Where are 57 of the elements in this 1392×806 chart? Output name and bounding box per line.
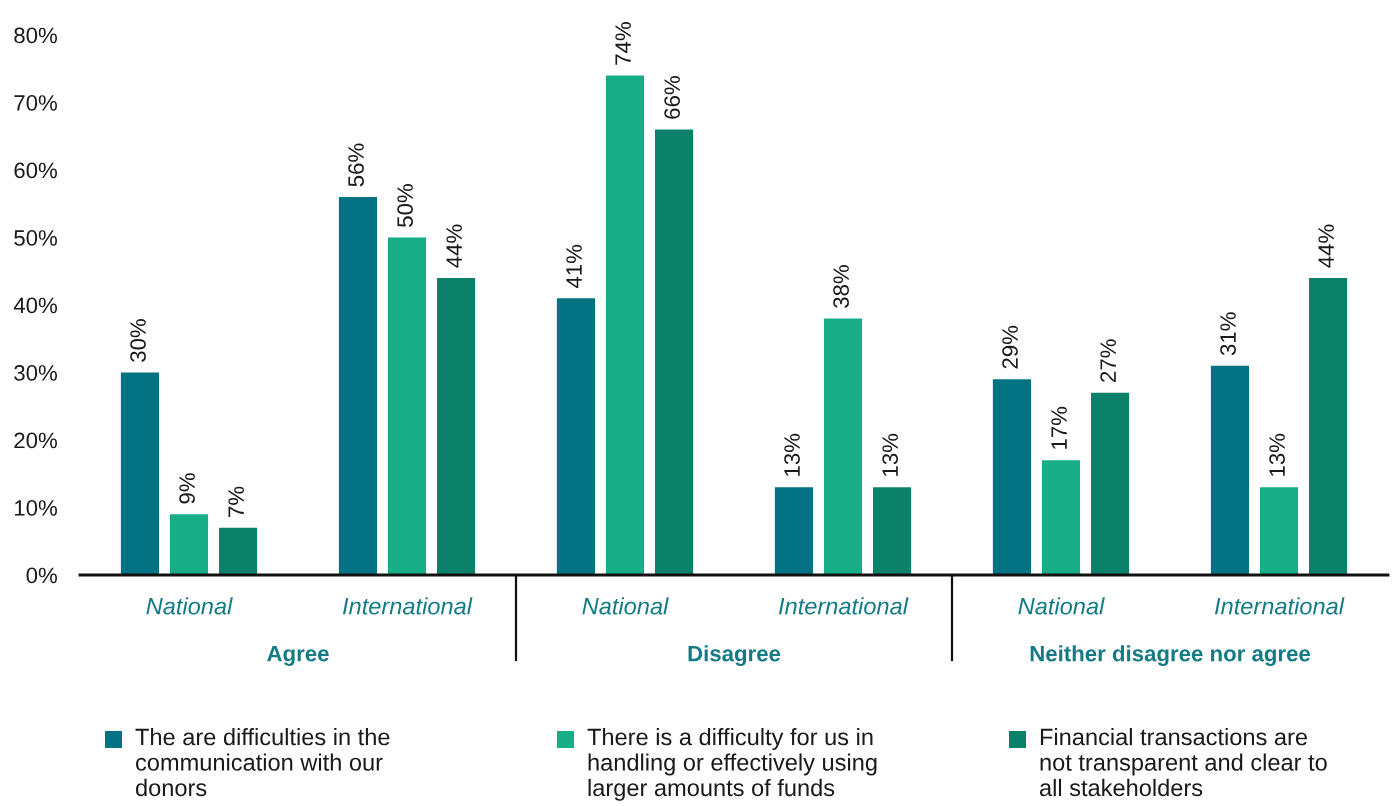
bar: [872, 487, 912, 575]
data-label: 44%: [1318, 224, 1334, 268]
bar: [605, 75, 645, 575]
bar: [1090, 392, 1130, 575]
data-label: 31%: [1220, 312, 1236, 356]
x-tick-label: National: [582, 597, 669, 615]
y-tick-label: 80%: [14, 27, 57, 44]
y-tick-label: 0%: [26, 567, 57, 584]
data-label: 50%: [397, 184, 413, 227]
data-label: 13%: [882, 433, 899, 476]
data-label: 13%: [784, 433, 800, 476]
text: Neither disagree nor agree: [1030, 645, 1311, 666]
bar: [654, 129, 694, 575]
legend-label: The are difficulties in the communication with our donors: [135, 728, 390, 797]
x-tick-label: International: [1214, 597, 1345, 615]
data-label: 17%: [1051, 406, 1067, 449]
bar: [1210, 365, 1250, 575]
bar: [1259, 487, 1299, 575]
data-label: 41%: [566, 244, 582, 289]
bar: [218, 527, 258, 575]
bar: [338, 197, 378, 575]
data-label: 27%: [1100, 339, 1116, 382]
legend-label: Financial transactions are not transparent and clear to all stakeholders: [1040, 728, 1327, 797]
data-label: 74%: [615, 22, 631, 65]
data-label: 9%: [179, 473, 195, 504]
bar: [1308, 278, 1348, 575]
data-label: 44%: [446, 224, 462, 268]
y-tick-label: 60%: [14, 162, 57, 179]
y-tick-label: 70%: [14, 95, 57, 111]
bar: [1041, 460, 1081, 575]
data-label: 7%: [228, 486, 244, 517]
x-tick-label: International: [342, 597, 473, 615]
x-tick-label: National: [1018, 597, 1105, 615]
bar: [120, 372, 160, 575]
text: Disagree: [688, 645, 781, 666]
data-label: 38%: [833, 265, 849, 308]
y-tick-label: 20%: [14, 432, 57, 449]
y-tick-label: 30%: [14, 365, 57, 381]
y-tick-label: 50%: [14, 230, 57, 246]
data-label: 13%: [1269, 433, 1285, 476]
y-tick-label: 10%: [15, 500, 57, 516]
bar: [823, 318, 863, 575]
data-label: 56%: [348, 143, 364, 187]
bar: [387, 237, 427, 575]
bar: [992, 379, 1032, 575]
bar: [169, 514, 209, 575]
y-tick-label: 40%: [13, 297, 57, 314]
data-label: 66%: [664, 76, 681, 119]
bar: [774, 487, 814, 575]
data-label: 30%: [130, 319, 146, 362]
text: Agree: [267, 645, 329, 666]
bar: [436, 278, 476, 575]
x-tick-label: International: [778, 597, 909, 615]
x-tick-label: National: [146, 597, 233, 615]
bar: [556, 298, 596, 575]
data-label: 29%: [1002, 325, 1018, 369]
legend-label: There is a difficulty for us in handling or effectively using larger amounts of funds: [587, 728, 877, 801]
